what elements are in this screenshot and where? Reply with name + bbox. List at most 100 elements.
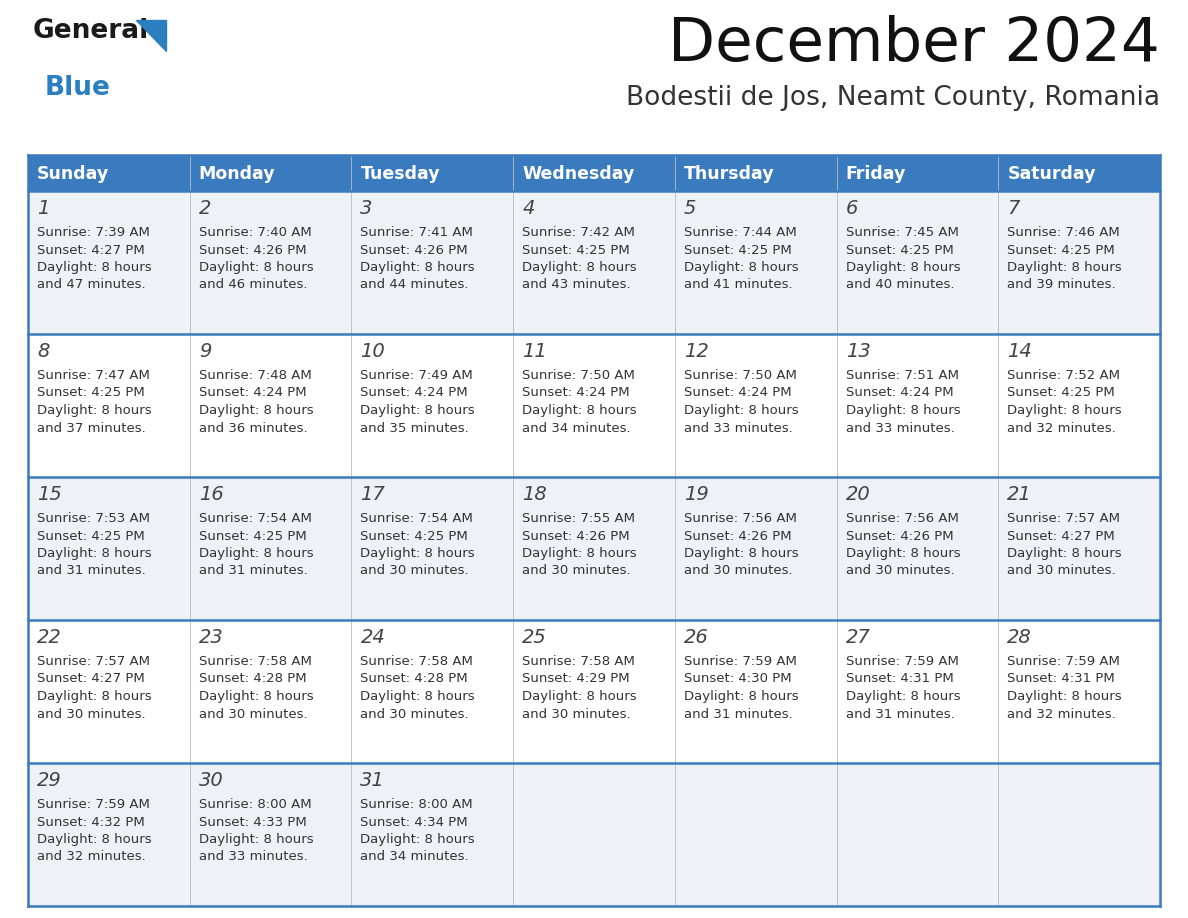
Text: Sunset: 4:25 PM: Sunset: 4:25 PM: [1007, 386, 1116, 399]
Text: 4: 4: [523, 199, 535, 218]
Bar: [998, 191, 1159, 334]
Bar: [998, 334, 1159, 477]
Text: Saturday: Saturday: [1007, 165, 1095, 183]
Text: 13: 13: [846, 342, 871, 361]
Text: Sunset: 4:26 PM: Sunset: 4:26 PM: [198, 243, 307, 256]
Text: Sunset: 4:25 PM: Sunset: 4:25 PM: [684, 243, 791, 256]
Bar: [513, 620, 675, 763]
Text: 23: 23: [198, 628, 223, 647]
Bar: [352, 477, 513, 620]
Text: Daylight: 8 hours: Daylight: 8 hours: [846, 547, 960, 560]
Text: Daylight: 8 hours: Daylight: 8 hours: [523, 261, 637, 274]
Text: 6: 6: [846, 199, 858, 218]
Bar: [675, 477, 836, 620]
Text: Daylight: 8 hours: Daylight: 8 hours: [684, 690, 798, 703]
Text: and 46 minutes.: and 46 minutes.: [198, 278, 308, 292]
Bar: [998, 620, 1159, 763]
Text: Sunset: 4:25 PM: Sunset: 4:25 PM: [360, 530, 468, 543]
Bar: [29, 334, 190, 477]
Bar: [675, 620, 836, 763]
Text: 12: 12: [684, 342, 708, 361]
Text: Sunrise: 7:44 AM: Sunrise: 7:44 AM: [684, 226, 797, 239]
Text: December 2024: December 2024: [668, 15, 1159, 74]
Text: Sunset: 4:27 PM: Sunset: 4:27 PM: [37, 673, 145, 686]
Text: Daylight: 8 hours: Daylight: 8 hours: [523, 404, 637, 417]
Bar: [29, 620, 190, 763]
Bar: [190, 334, 352, 477]
Bar: [29, 155, 190, 191]
Text: Sunset: 4:31 PM: Sunset: 4:31 PM: [846, 673, 953, 686]
Text: Sunset: 4:26 PM: Sunset: 4:26 PM: [523, 530, 630, 543]
Bar: [29, 477, 190, 620]
Text: and 41 minutes.: and 41 minutes.: [684, 278, 792, 292]
Text: Sunset: 4:25 PM: Sunset: 4:25 PM: [198, 530, 307, 543]
Text: Sunset: 4:27 PM: Sunset: 4:27 PM: [37, 243, 145, 256]
Text: and 33 minutes.: and 33 minutes.: [198, 850, 308, 864]
Text: Daylight: 8 hours: Daylight: 8 hours: [846, 404, 960, 417]
Bar: [513, 763, 675, 906]
Text: and 34 minutes.: and 34 minutes.: [360, 850, 469, 864]
Bar: [190, 155, 352, 191]
Text: Daylight: 8 hours: Daylight: 8 hours: [684, 261, 798, 274]
Text: Daylight: 8 hours: Daylight: 8 hours: [360, 547, 475, 560]
Text: Tuesday: Tuesday: [360, 165, 440, 183]
Bar: [675, 191, 836, 334]
Text: and 31 minutes.: and 31 minutes.: [846, 708, 954, 721]
Bar: [190, 620, 352, 763]
Text: Sunrise: 8:00 AM: Sunrise: 8:00 AM: [360, 798, 473, 811]
Text: and 43 minutes.: and 43 minutes.: [523, 278, 631, 292]
Text: and 32 minutes.: and 32 minutes.: [1007, 708, 1116, 721]
Text: Friday: Friday: [846, 165, 906, 183]
Text: Daylight: 8 hours: Daylight: 8 hours: [360, 833, 475, 846]
Text: 31: 31: [360, 771, 385, 790]
Text: 11: 11: [523, 342, 546, 361]
Bar: [836, 620, 998, 763]
Text: and 30 minutes.: and 30 minutes.: [1007, 565, 1116, 577]
Text: Daylight: 8 hours: Daylight: 8 hours: [360, 261, 475, 274]
Text: Sunset: 4:25 PM: Sunset: 4:25 PM: [37, 530, 145, 543]
Text: and 44 minutes.: and 44 minutes.: [360, 278, 469, 292]
Text: Sunset: 4:24 PM: Sunset: 4:24 PM: [684, 386, 791, 399]
Text: and 47 minutes.: and 47 minutes.: [37, 278, 146, 292]
Bar: [836, 334, 998, 477]
Text: 30: 30: [198, 771, 223, 790]
Text: Sunset: 4:26 PM: Sunset: 4:26 PM: [846, 530, 953, 543]
Bar: [998, 477, 1159, 620]
Text: and 30 minutes.: and 30 minutes.: [37, 708, 146, 721]
Text: 5: 5: [684, 199, 696, 218]
Bar: [190, 477, 352, 620]
Text: Wednesday: Wednesday: [523, 165, 634, 183]
Text: 3: 3: [360, 199, 373, 218]
Text: Sunset: 4:27 PM: Sunset: 4:27 PM: [1007, 530, 1116, 543]
Text: Sunset: 4:24 PM: Sunset: 4:24 PM: [846, 386, 953, 399]
Bar: [513, 477, 675, 620]
Text: Daylight: 8 hours: Daylight: 8 hours: [37, 261, 152, 274]
Bar: [998, 155, 1159, 191]
Bar: [836, 191, 998, 334]
Text: Sunrise: 7:42 AM: Sunrise: 7:42 AM: [523, 226, 636, 239]
Text: 22: 22: [37, 628, 62, 647]
Text: Sunrise: 8:00 AM: Sunrise: 8:00 AM: [198, 798, 311, 811]
Text: Sunrise: 7:52 AM: Sunrise: 7:52 AM: [1007, 369, 1120, 382]
Text: Sunset: 4:25 PM: Sunset: 4:25 PM: [37, 386, 145, 399]
Text: Sunrise: 7:59 AM: Sunrise: 7:59 AM: [846, 655, 959, 668]
Text: Daylight: 8 hours: Daylight: 8 hours: [846, 690, 960, 703]
Text: and 30 minutes.: and 30 minutes.: [360, 565, 469, 577]
Text: Sunrise: 7:58 AM: Sunrise: 7:58 AM: [198, 655, 311, 668]
Text: 15: 15: [37, 485, 62, 504]
Text: Monday: Monday: [198, 165, 276, 183]
Text: and 37 minutes.: and 37 minutes.: [37, 421, 146, 434]
Text: Sunrise: 7:45 AM: Sunrise: 7:45 AM: [846, 226, 959, 239]
Text: 19: 19: [684, 485, 708, 504]
Text: and 30 minutes.: and 30 minutes.: [684, 565, 792, 577]
Text: Sunrise: 7:57 AM: Sunrise: 7:57 AM: [1007, 512, 1120, 525]
Polygon shape: [135, 20, 166, 51]
Text: Bodestii de Jos, Neamt County, Romania: Bodestii de Jos, Neamt County, Romania: [626, 85, 1159, 111]
Text: and 30 minutes.: and 30 minutes.: [523, 708, 631, 721]
Text: Daylight: 8 hours: Daylight: 8 hours: [360, 404, 475, 417]
Bar: [513, 191, 675, 334]
Text: Daylight: 8 hours: Daylight: 8 hours: [1007, 261, 1121, 274]
Bar: [190, 191, 352, 334]
Text: Sunset: 4:24 PM: Sunset: 4:24 PM: [360, 386, 468, 399]
Bar: [29, 191, 190, 334]
